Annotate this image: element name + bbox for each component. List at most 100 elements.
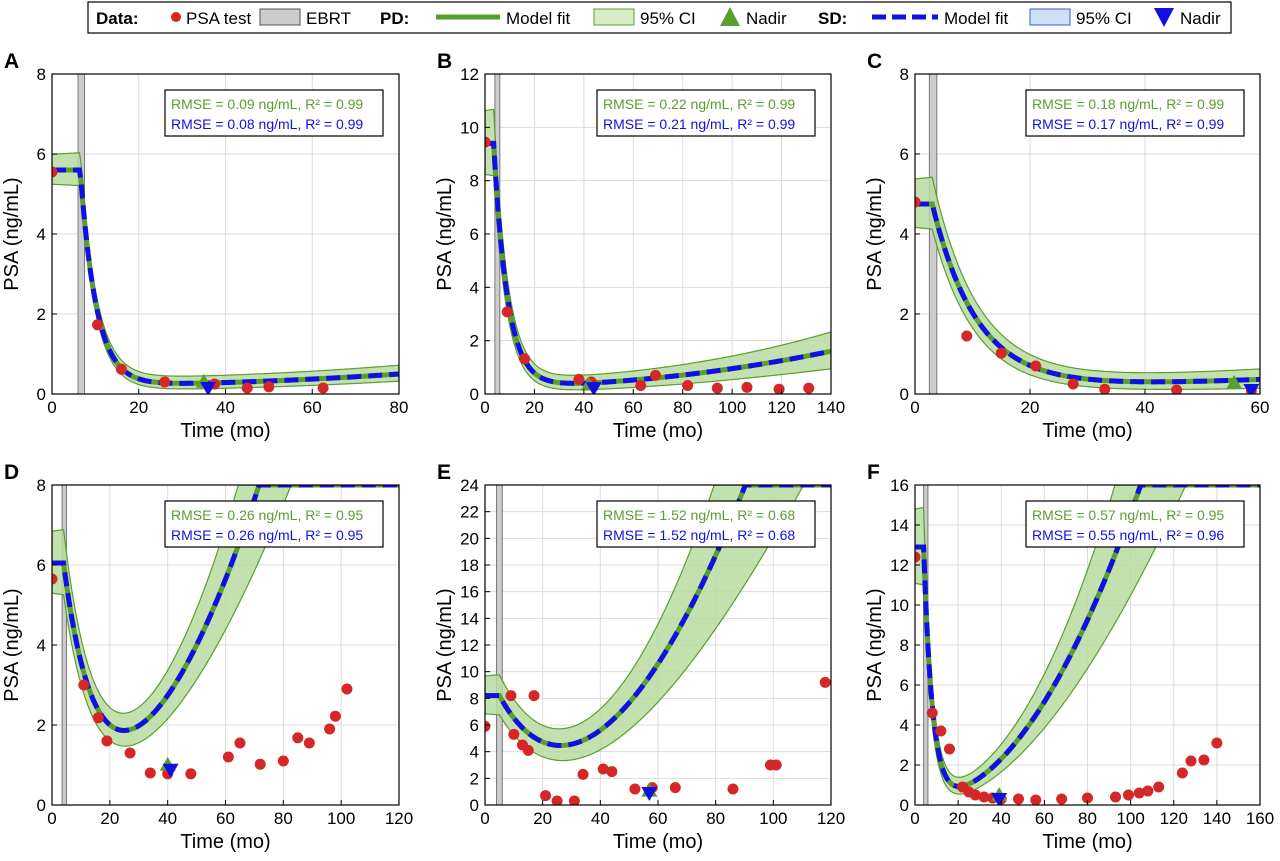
pd-model-line (485, 485, 831, 748)
x-tick-label: 0 (47, 398, 56, 417)
x-tick-label: 0 (480, 809, 489, 828)
psa-test-point (573, 373, 585, 385)
psa-test-point (1013, 793, 1024, 805)
psa-test-point (1082, 792, 1093, 804)
psa-test-point (1153, 781, 1165, 793)
psa-test-point (711, 382, 723, 394)
y-tick-label: 4 (37, 636, 46, 655)
x-tick-label: 140 (817, 398, 845, 417)
x-tick-label: 120 (1160, 809, 1188, 828)
sd-model-line (485, 140, 831, 386)
y-tick-label: 4 (37, 225, 46, 244)
y-tick-label: 8 (470, 689, 479, 708)
y-tick-label: 8 (900, 65, 909, 84)
legend-sd-label: SD: (818, 9, 847, 28)
plot-area (915, 74, 1260, 394)
sd-model-line (915, 485, 1260, 789)
y-tick-label: 2 (37, 305, 46, 324)
sd-stats-text: RMSE = 0.17 ng/mL, R² = 0.99 (1032, 116, 1224, 132)
psa-test-point (277, 755, 289, 767)
sd-stats-text: RMSE = 1.52 ng/mL, R² = 0.68 (603, 527, 795, 543)
y-tick-label: 18 (460, 556, 479, 575)
y-tick-label: 4 (900, 716, 909, 735)
psa-test-point (522, 744, 534, 756)
psa-test-point (92, 712, 104, 724)
legend-sd-fit-text: Model fit (944, 9, 1009, 28)
psa-test-point (669, 782, 681, 794)
psa-test-point (124, 747, 136, 759)
chart-panel-D: D 0 20 40 60 80 100 120 0 2 4 6 8 Time (mo) PSA (ng/mL… (1, 461, 413, 853)
y-tick-label: 6 (900, 676, 909, 695)
psa-test-point (144, 767, 156, 779)
psa-test-point (1198, 754, 1210, 766)
x-tick-label: 120 (385, 809, 413, 828)
psa-test-point (263, 381, 275, 393)
chart-panel-C: C 0 20 40 60 0 2 4 6 8 Time (mo) PSA (ng/mL) RMSE = … (864, 50, 1269, 442)
sd-nadir-marker (641, 787, 658, 801)
psa-test-point (101, 735, 113, 747)
psa-test-point (915, 196, 921, 208)
legend-ebrt-swatch (259, 8, 301, 26)
x-tick-label: 80 (390, 398, 409, 417)
psa-test-point (961, 330, 973, 342)
legend-sd-nadir-text: Nadir (1180, 9, 1221, 28)
chart-panel-F: F 0 20 40 60 80 100 120 140 160 0 2 4 6 8 10 12 14 16 Time … (864, 461, 1274, 853)
psa-test-point (1211, 737, 1223, 749)
psa-test-point (508, 728, 520, 740)
panel-letter: D (4, 461, 19, 484)
x-axis-label: Time (mo) (1042, 420, 1132, 442)
y-axis-label: PSA (ng/mL) (434, 588, 456, 701)
y-tick-label: 22 (460, 503, 479, 522)
sd-stats-text: RMSE = 0.55 ng/mL, R² = 0.96 (1032, 527, 1224, 543)
x-tick-label: 20 (533, 809, 552, 828)
psa-test-point (969, 789, 981, 801)
stats-box (1025, 89, 1245, 137)
x-tick-label: 80 (706, 809, 725, 828)
plot-area (915, 485, 1260, 805)
x-tick-label: 40 (216, 398, 235, 417)
legend-ebrt-text: EBRT (306, 9, 351, 28)
x-tick-label: 100 (759, 809, 787, 828)
psa-test-point (540, 790, 552, 802)
legend-pd-ci-swatch (593, 8, 635, 26)
pd-ci-band (52, 152, 399, 390)
psa-test-point (741, 381, 753, 393)
y-tick-label: 16 (460, 583, 479, 602)
legend-pd-label: PD: (380, 9, 409, 28)
pd-stats-text: RMSE = 1.52 ng/mL, R² = 0.68 (603, 507, 795, 523)
chart-panel-E: E0 20 40 60 80 100 120024681012141618202224Tim… (434, 461, 845, 853)
psa-test-point (727, 783, 739, 795)
y-tick-label: 4 (470, 278, 479, 297)
x-tick-label: 20 (949, 809, 968, 828)
psa-test-point (528, 690, 540, 702)
psa-test-point (978, 791, 990, 803)
psa-test-point (770, 759, 782, 771)
pd-stats-text: RMSE = 0.57 ng/mL, R² = 0.95 (1032, 507, 1224, 523)
x-tick-label: 20 (525, 398, 544, 417)
stats-box (164, 89, 384, 137)
y-tick-label: 12 (890, 556, 909, 575)
pd-stats-text: RMSE = 0.22 ng/mL, R² = 0.99 (603, 96, 795, 112)
x-tick-label: 40 (992, 809, 1011, 828)
psa-test-point (568, 795, 580, 805)
psa-test-point (1110, 791, 1122, 803)
x-tick-label: 20 (100, 809, 119, 828)
x-tick-label: 100 (718, 398, 746, 417)
psa-test-point (341, 683, 353, 695)
y-tick-label: 10 (460, 118, 479, 137)
y-tick-label: 14 (890, 516, 909, 535)
x-tick-label: 60 (303, 398, 322, 417)
x-tick-label: 60 (624, 398, 643, 417)
psa-test-point (1176, 767, 1188, 779)
x-tick-label: 0 (47, 809, 56, 828)
pd-stats-text: RMSE = 0.09 ng/mL, R² = 0.99 (171, 96, 363, 112)
psa-test-point (1099, 383, 1111, 394)
psa-test-point (324, 723, 336, 735)
y-tick-label: 10 (460, 663, 479, 682)
psa-test-point (1142, 785, 1154, 797)
psa-test-point (597, 763, 609, 775)
x-tick-label: 40 (1136, 398, 1155, 417)
y-tick-label: 8 (37, 65, 46, 84)
psa-test-point (650, 369, 662, 381)
